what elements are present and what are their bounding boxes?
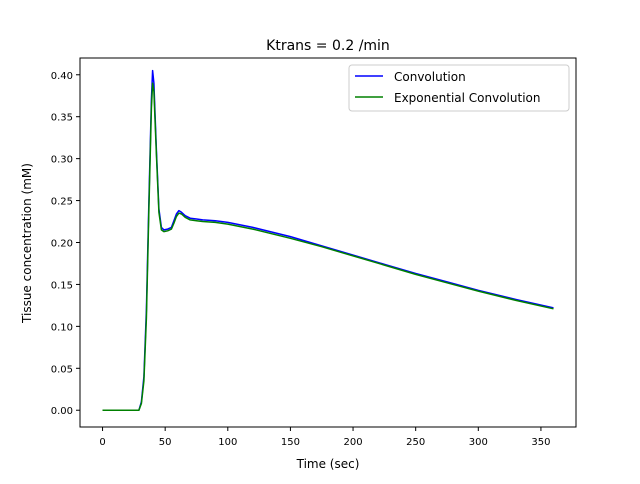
- y-tick-label: 0.00: [51, 406, 73, 417]
- legend: Convolution Exponential Convolution: [348, 64, 570, 112]
- x-tick-label: 300: [469, 437, 488, 448]
- y-axis-label: Tissue concentration (mM): [20, 163, 34, 324]
- plot-frame: [79, 57, 577, 428]
- x-tick-label: 200: [344, 437, 363, 448]
- series-line-exponential-convolution: [102, 82, 554, 411]
- y-tick-label: 0.40: [51, 71, 73, 82]
- x-tick-label: 100: [218, 437, 237, 448]
- y-tick-label: 0.30: [51, 155, 73, 166]
- x-tick-label: 50: [159, 437, 172, 448]
- y-tick-label: 0.25: [51, 197, 73, 208]
- x-axis-label: Time (sec): [296, 457, 360, 471]
- x-tick-label: 150: [281, 437, 300, 448]
- y-tick-label: 0.05: [51, 364, 73, 375]
- y-tick-label: 0.35: [51, 113, 73, 124]
- legend-box: [348, 64, 570, 112]
- y-tick-label: 0.20: [51, 239, 73, 250]
- y-tick-label: 0.15: [51, 280, 73, 291]
- x-tick-label: 350: [531, 437, 550, 448]
- y-tick-label: 0.10: [51, 322, 73, 333]
- legend-label-exponential-convolution: Exponential Convolution: [394, 91, 540, 105]
- x-tick-label: 250: [406, 437, 425, 448]
- chart-title: Ktrans = 0.2 /min: [266, 38, 390, 54]
- series-line-convolution: [102, 69, 554, 411]
- legend-label-convolution: Convolution: [394, 70, 466, 84]
- x-tick-label: 0: [99, 437, 105, 448]
